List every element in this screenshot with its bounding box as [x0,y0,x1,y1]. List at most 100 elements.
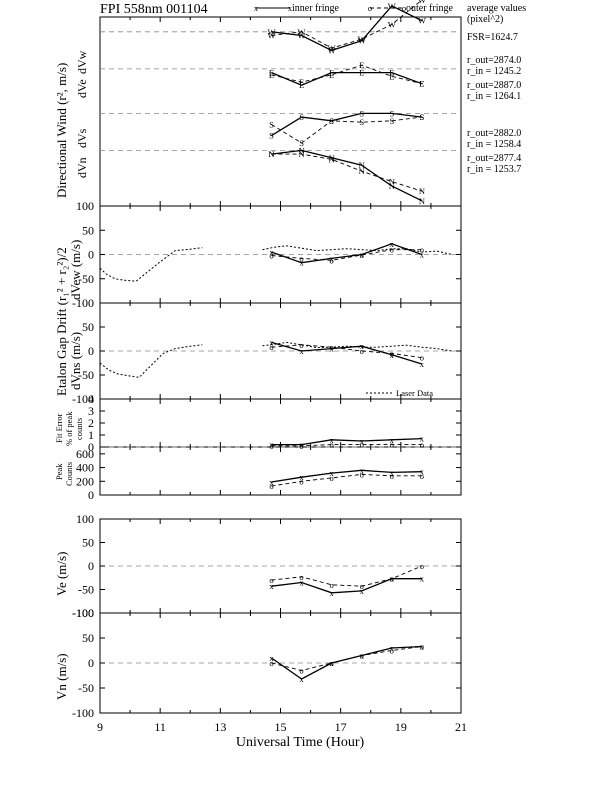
p7-outer-marker: o [360,651,364,661]
p4-outer-marker: o [269,441,273,451]
legend-inner-x-marker-end: x [288,3,293,13]
fsr-value: FSR=1624.7 [467,32,518,43]
legend-inner-x-marker: x [254,3,259,13]
p2-inner-marker: x [269,247,274,257]
p2-ytick-label: -50 [78,272,94,286]
north-r-in: r_in = 1253.7 [467,164,521,175]
p1-series-w-inner-marker: W [388,1,396,11]
p1-series-s-outer-marker: S [299,138,304,148]
legend-outer-o-marker-end: o [402,3,406,13]
p3-inner-marker: x [330,344,335,354]
p1-series-n-outer-marker: N [268,149,274,159]
p6-outer-marker: o [420,561,424,571]
p1-series-s-inner-marker: S [389,108,394,118]
west-r-out: r_out=2874.0 [467,55,521,66]
p3-laser-line-b [262,341,453,352]
p2-inner-marker: x [330,253,335,263]
p6-ytick-label: -100 [72,606,94,620]
p1-series-n-inner-marker: N [268,149,274,159]
p6-ylabel: Ve (m/s) [54,552,69,596]
p7-ylabel: Vn (m/s) [54,653,69,700]
p3-outer-marker: o [269,342,273,352]
p6-outer-marker: o [390,574,394,584]
p2-outer-marker: o [269,250,273,260]
p1-series-w-outer-marker: W [358,34,366,44]
p6-ytick-label: 100 [76,512,94,526]
x-tick-label: 21 [455,720,467,734]
p5-outer-marker: o [299,476,303,486]
p1-series-w-inner-line [271,5,423,52]
p6-inner-line [271,578,422,594]
p5-ylabel-line1: Peak [54,463,64,480]
p5-outer-marker: o [330,473,334,483]
p1-ylabel: Directional Wind (r², m/s) [54,63,69,198]
p5-ytick-label: 200 [76,474,94,488]
panel-directional-wind-frame [99,16,462,207]
p5-outer-line [271,473,422,487]
p4-ytick-label: 1 [88,428,94,442]
p1-series-n-outer-line [271,153,423,192]
p1-series-e-inner-marker: E [329,68,334,78]
p1-series-w-inner-marker: W [298,31,306,41]
p5-inner-line [271,469,422,483]
p4-inner-marker: x [330,435,335,445]
p4-ylabel-line3: counts [74,418,84,440]
p1-series-s-outer-marker: S [359,117,364,127]
x-tick-label: 17 [335,720,347,734]
p2-ytick-label: 50 [82,223,94,237]
p3-outer-marker: o [390,348,394,358]
p6-ytick-label: -50 [78,583,94,597]
p6-outer-marker: o [269,575,273,585]
p3-ytick-label: 0 [88,344,94,358]
p2-inner-line [271,243,423,264]
p7-outer-marker: o [330,658,334,668]
p7-outer-marker: o [420,642,424,652]
p2-outer-marker: o [360,250,364,260]
p4-ylabel-line1: Fit Error [54,413,64,443]
p6-outer-marker: o [299,572,303,582]
p1-series-n-outer-marker: N [359,166,365,176]
x-tick-label: 13 [214,720,226,734]
p1-series-s-inner-marker: S [269,131,274,141]
p1-series-n-inner-marker: N [359,160,365,170]
p4-ytick-label: 4 [88,392,94,406]
p6-outer-line [271,565,423,587]
west-r-in: r_in = 1245.2 [467,66,521,77]
p2-ytick-label: -100 [72,296,94,310]
p1-series-e-outer-marker: E [359,60,364,70]
east-r-out: r_out=2887.0 [467,80,521,91]
south-r-out: r_out=2882.0 [467,128,521,139]
p5-inner-marker: x [269,477,274,487]
south-r-in: r_in = 1258.4 [467,139,521,150]
p2-ylabel: dVew (m/s) [68,240,83,300]
p1-series-w-outer-marker: W [388,19,396,29]
plot-layer: WWWWWWWWWWWWEEEEEEEEEEEESSSSSSSSSSSSNNNN… [72,0,467,734]
p1-top-tick: 100 [76,199,94,213]
p1-series-n-inner-line [271,149,423,202]
p5-inner-marker: x [360,465,365,475]
p6-ytick-label: 0 [88,559,94,573]
p1-series-s-outer-marker: S [269,119,274,129]
p1-series-e-inner-marker: E [389,68,394,78]
p1-series-w-outer-marker: W [298,27,306,37]
p1-series-w-outer-line [271,0,423,49]
p7-outer-line [271,646,422,671]
p2-laser-line-b [262,245,453,255]
x-tick-label: 15 [275,720,287,734]
p7-ytick-label: 0 [88,656,94,670]
p5-outer-marker: o [420,471,424,481]
p4-outer-marker: o [360,440,364,450]
p1-series-n-inner-marker: N [389,181,395,191]
legend-inner-label: inner fringe [292,3,339,14]
p4-outer-marker: o [390,440,394,450]
legend-outer-o-marker: o [368,3,372,13]
p6-inner-marker: x [299,577,304,587]
p1-series-e-inner-line [271,71,423,86]
p3-ytick-label: -50 [78,368,94,382]
p1-dir-s: dVs [75,128,89,148]
p1-series-w-inner-marker: W [328,45,336,55]
p4-inner-line [271,437,422,446]
p3-inner-line [271,341,423,365]
p1-series-n-outer-marker: N [329,154,335,164]
